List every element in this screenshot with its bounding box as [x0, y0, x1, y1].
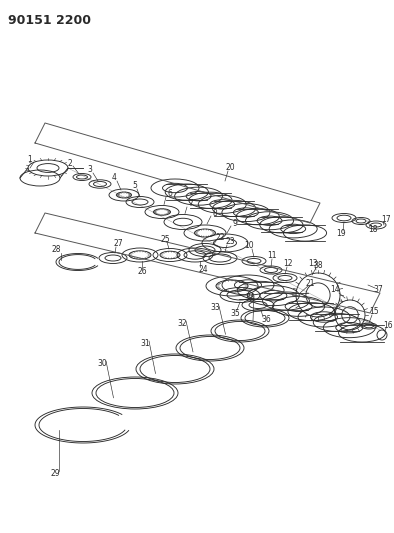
- Text: 32: 32: [177, 319, 187, 327]
- Text: 19: 19: [336, 230, 346, 238]
- Text: 31: 31: [140, 338, 150, 348]
- Text: 28: 28: [51, 246, 61, 254]
- Text: 36: 36: [261, 316, 271, 325]
- Text: 23: 23: [225, 238, 235, 246]
- Text: 35: 35: [230, 309, 240, 318]
- Text: 30: 30: [97, 359, 107, 367]
- Text: 11: 11: [267, 252, 277, 261]
- Text: 16: 16: [383, 321, 393, 330]
- Text: 15: 15: [369, 308, 379, 317]
- Text: 12: 12: [283, 260, 293, 269]
- Text: 1: 1: [28, 156, 32, 165]
- Text: 3: 3: [87, 166, 93, 174]
- Text: 7: 7: [189, 199, 193, 208]
- Text: 17: 17: [381, 215, 391, 224]
- Text: 5: 5: [132, 182, 138, 190]
- Text: 29: 29: [50, 469, 60, 478]
- Text: 26: 26: [137, 266, 147, 276]
- Text: 34: 34: [245, 294, 255, 303]
- Text: 90151 2200: 90151 2200: [8, 14, 91, 27]
- Text: 37: 37: [373, 286, 383, 295]
- Text: 10: 10: [244, 241, 254, 251]
- Text: 20: 20: [225, 164, 235, 173]
- Text: 22: 22: [215, 233, 225, 243]
- Text: 27: 27: [113, 239, 123, 248]
- Text: 14: 14: [330, 286, 340, 295]
- Text: 6: 6: [167, 190, 173, 198]
- Text: 33: 33: [210, 303, 220, 312]
- Text: 2: 2: [68, 158, 72, 167]
- Text: 8: 8: [213, 208, 217, 217]
- Text: 13: 13: [308, 259, 318, 268]
- Text: 24: 24: [198, 265, 208, 274]
- Text: 38: 38: [313, 261, 323, 270]
- Text: 4: 4: [112, 174, 117, 182]
- Text: 25: 25: [160, 235, 170, 244]
- Text: 18: 18: [368, 224, 378, 233]
- Text: 21: 21: [305, 279, 315, 287]
- Text: 9: 9: [232, 219, 238, 228]
